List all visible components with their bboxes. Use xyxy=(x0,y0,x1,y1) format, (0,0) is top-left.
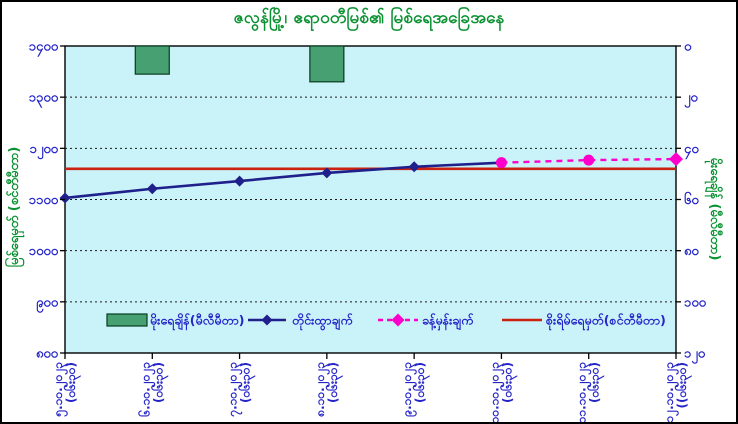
right-tick-label: ၄၀ xyxy=(684,142,699,160)
forecast-point xyxy=(495,157,507,169)
legend-label: တိုင်းထွာချက် xyxy=(292,312,354,332)
measured-point xyxy=(234,175,246,187)
rainfall-bar xyxy=(309,45,345,83)
left-tick-label: ၁၃၀၀ xyxy=(29,91,59,109)
x-axis-label: ၇.၁၀.၂၀၂၃(၀၆း၃၀) xyxy=(226,362,257,418)
legend-item: မိုးရေချိန်(မီလီမီတာ) xyxy=(106,312,245,332)
right-tick-label: ၁၀၀ xyxy=(684,295,707,310)
forecast-point xyxy=(583,154,595,166)
left-tick-label: ၈၀၀ xyxy=(36,347,59,362)
legend-diamond-swatch xyxy=(391,313,405,327)
measured-point xyxy=(146,183,158,195)
x-axis-label: ၆.၁၀.၂၀၂၃(၀၆း၃၀) xyxy=(136,362,169,418)
measured-point xyxy=(59,192,71,204)
rainfall-bar xyxy=(134,45,170,75)
right-tick-label: ၂၀ xyxy=(684,91,698,109)
x-axis-label: ၁၁.၁၀.၂၀၂၃(၀၆း၃၀) xyxy=(575,362,606,422)
legend-item: စိုးရိမ်ရေမှတ်(စင်တီမီတာ) xyxy=(502,312,666,332)
forecast-point xyxy=(669,152,683,167)
legend-label: ခန့်မှန်းချက် xyxy=(422,312,474,332)
right-tick-label: ၈၀ xyxy=(684,244,699,259)
left-tick-label: ၁၀၀၀ xyxy=(29,244,59,259)
legend-diamond-swatch xyxy=(261,314,273,326)
legend-label: စိုးရိမ်ရေမှတ်(စင်တီမီတာ) xyxy=(545,312,666,332)
x-axis-label: ၁၂.၁၀.၂၀၂၃((၀၆း၃၀) xyxy=(662,362,693,422)
legend-label: မိုးရေချိန်(မီလီမီတာ) xyxy=(150,312,245,332)
forecast-line xyxy=(501,157,677,164)
left-tick-label: ၉၀၀ xyxy=(36,295,59,313)
left-tick-label: ၁၂၀၀ xyxy=(30,142,59,160)
chart-title: ဇလွန်မြို့၊ ဧရာဝတီမြစ်၏ မြစ်ရေအခြေအနေ xyxy=(233,8,505,28)
x-axis-label: ၅.၁၀.၂၀၂၃(၀၆း၃၀) xyxy=(51,362,82,418)
x-axis-label: ၁၀.၁၀.၂၀၂၃(၀၆း၃၀) xyxy=(487,362,518,422)
legend-item: တိုင်းထွာချက် xyxy=(248,312,354,332)
left-tick-label: ၁၄၀၀ xyxy=(29,40,59,58)
measured-line xyxy=(64,161,502,200)
measured-point xyxy=(321,167,333,179)
x-axis-label: ၈.၁၀.၂၀၂၃(၀၆း၃၀) xyxy=(313,362,344,418)
measured-point xyxy=(408,161,420,173)
right-tick-label: ၆၀ xyxy=(684,191,699,208)
legend-bar-swatch xyxy=(106,313,148,327)
right-tick-label: ၁၂၀ xyxy=(684,347,706,365)
left-tick-label: ၁၁၀၀ xyxy=(29,193,59,208)
right-tick-label: ၀ xyxy=(684,40,692,55)
x-axis-label: ၉.၁၀.၂၀၂၃(၀၆း၃၀) xyxy=(400,362,431,418)
legend-item: ခန့်မှန်းချက် xyxy=(378,312,474,332)
